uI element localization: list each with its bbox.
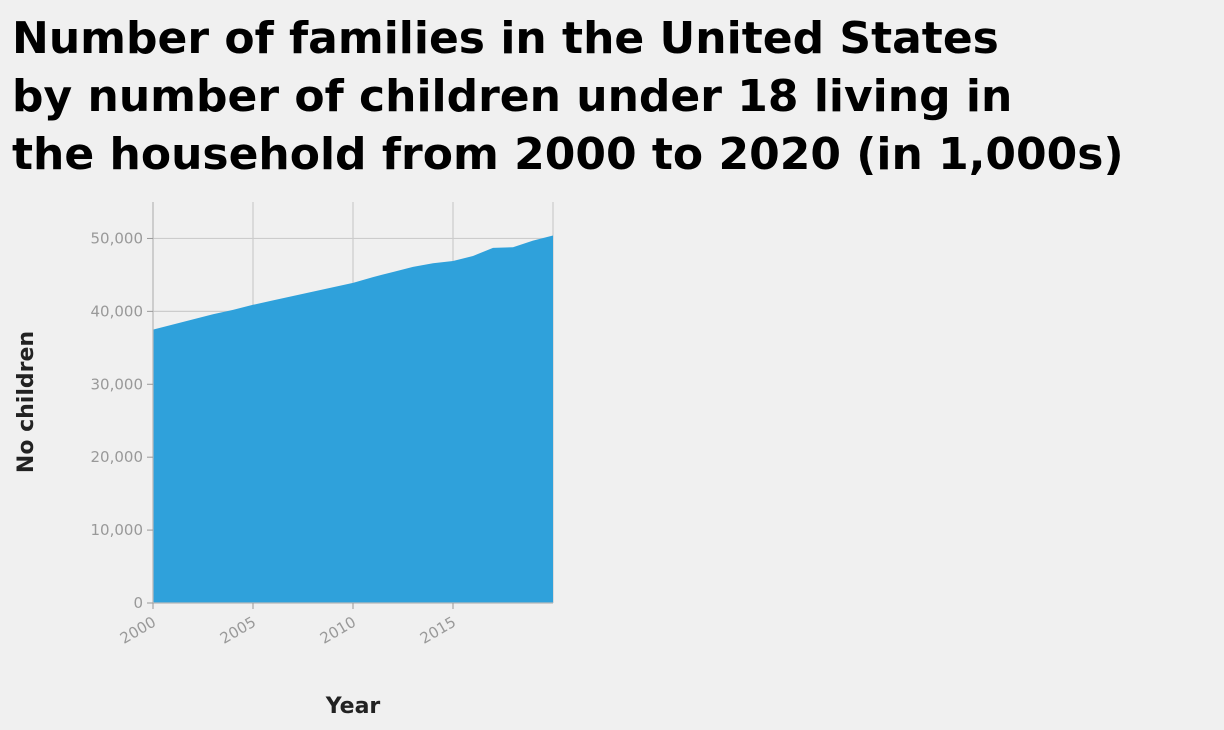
chart-title-line-1: Number of families in the United States xyxy=(12,13,999,64)
area-series xyxy=(153,235,553,603)
x-tick-label-3: 2015 xyxy=(417,613,459,648)
x-tick-label-0: 2000 xyxy=(117,613,159,648)
y-axis-label: No children xyxy=(14,331,39,473)
chart-title-line-3: the household from 2000 to 2020 (in 1,00… xyxy=(12,129,1124,180)
y-tick-label-1: 10,000 xyxy=(91,521,144,539)
y-tick-label-4: 40,000 xyxy=(91,302,144,320)
y-tick-label-5: 50,000 xyxy=(91,229,144,247)
x-axis-label: Year xyxy=(325,694,381,719)
chart-title: Number of families in the United States … xyxy=(12,10,1222,184)
chart-title-line-2: by number of children under 18 living in xyxy=(12,71,1013,122)
x-tick-label-1: 2005 xyxy=(217,613,259,648)
y-tick-label-3: 30,000 xyxy=(91,375,144,393)
area-series-0 xyxy=(153,235,553,603)
y-tick-label-2: 20,000 xyxy=(91,448,144,466)
x-tick-label-2: 2010 xyxy=(317,613,359,648)
y-tick-label-0: 0 xyxy=(133,594,143,612)
